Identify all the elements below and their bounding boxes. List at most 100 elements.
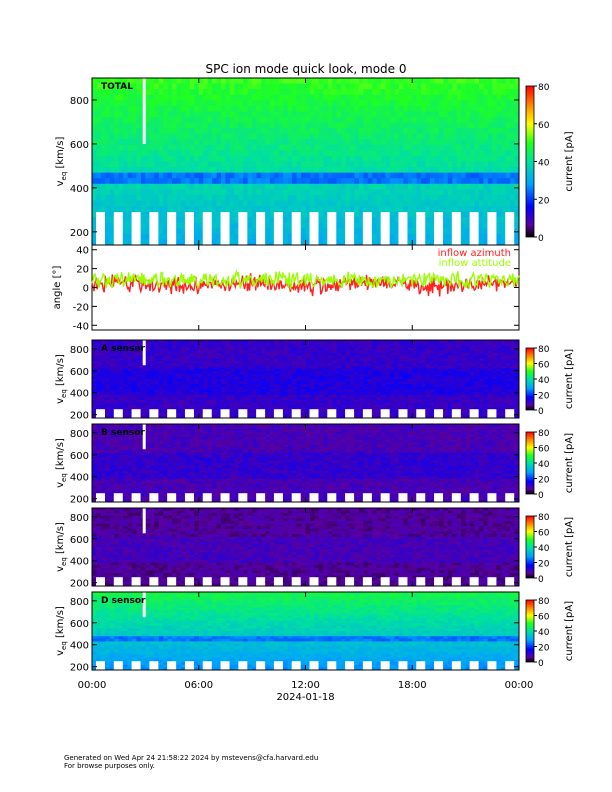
colorbar-label: current [pA] (564, 349, 575, 409)
colorbar-tick-label: 60 (538, 529, 550, 539)
colorbar-tick-label: 40 (538, 544, 550, 554)
legend-entry: inflow attitude (439, 258, 511, 269)
y-tick-label: 40 (76, 246, 89, 257)
y-tick-label: 600 (70, 367, 89, 378)
colorbar-tick-label: 60 (538, 613, 550, 623)
colorbar-tick-label: 60 (538, 445, 550, 455)
colorbar-tick-label: 0 (538, 407, 544, 417)
x-tick-label: 06:00 (184, 680, 213, 691)
scan-gaps (96, 493, 515, 502)
y-tick-label: 800 (70, 96, 89, 107)
y-tick-label: 600 (70, 451, 89, 462)
y-tick-label: 200 (70, 495, 89, 506)
data-dropout (142, 78, 146, 144)
y-tick-label: -40 (73, 321, 89, 332)
y-tick-label: 800 (70, 345, 89, 356)
y-tick-label: 200 (70, 228, 89, 239)
colorbar-tick-label: 20 (538, 644, 550, 654)
data-dropout (142, 592, 146, 618)
scan-gaps (96, 409, 515, 418)
colorbar-label: current [pA] (564, 601, 575, 661)
colorbar-tick-label: 20 (538, 560, 550, 570)
colorbar-tick-label: 40 (538, 460, 550, 470)
y-tick-label: 400 (70, 184, 89, 195)
colorbar-tick-label: 0 (538, 659, 544, 669)
colorbar-tick-label: 20 (538, 196, 550, 206)
x-tick-label: 00:00 (78, 680, 107, 691)
y-axis-label: veq [km/s] (55, 522, 68, 572)
data-dropout (142, 340, 146, 366)
y-tick-label: 200 (70, 411, 89, 422)
colorbar-tick-label: 20 (538, 392, 550, 402)
heatmap-cells (92, 424, 520, 503)
colorbar-tick-label: 0 (538, 491, 544, 501)
figure-title: SPC ion mode quick look, mode 0 (206, 62, 407, 76)
colorbar-tick-label: 20 (538, 476, 550, 486)
x-tick-label: 12:00 (291, 680, 320, 691)
y-tick-label: 400 (70, 641, 89, 652)
y-axis-label: veq [km/s] (55, 354, 68, 404)
colorbar-label: current [pA] (564, 517, 575, 577)
heatmap-cells (92, 340, 520, 419)
colorbar-tick-label: 80 (538, 429, 550, 439)
legend-entry: inflow azimuth (438, 248, 511, 259)
data-dropout (142, 508, 146, 534)
y-tick-label: 400 (70, 557, 89, 568)
colorbar (525, 347, 535, 411)
y-tick-label: 200 (70, 663, 89, 674)
y-tick-label: 20 (76, 265, 89, 276)
scan-gaps (96, 212, 515, 245)
colorbar-tick-label: 80 (538, 513, 550, 523)
colorbar (525, 515, 535, 579)
colorbar-tick-label: 60 (538, 121, 550, 131)
y-axis-label: veq [km/s] (55, 438, 68, 488)
colorbar-tick-label: 80 (538, 345, 550, 355)
colorbar-tick-label: 0 (538, 575, 544, 585)
panel-total: 200 400 600 800 veq [km/s] TOTAL 0 20 40 60 80 curr… (55, 77, 575, 246)
colorbar-tick-label: 40 (538, 159, 550, 169)
y-tick-label: 600 (70, 140, 89, 151)
scan-gaps (96, 577, 515, 586)
x-tick-label: 18:00 (398, 680, 427, 691)
footer-note: For browse purposes only. (64, 762, 155, 770)
y-tick-label: 0 (83, 284, 89, 295)
y-tick-label: -20 (73, 302, 89, 313)
y-tick-label: 400 (70, 389, 89, 400)
heatmap-cells (92, 508, 520, 587)
scan-gaps (96, 661, 515, 670)
x-axis-date: 2024-01-18 (276, 692, 334, 703)
y-tick-label: 600 (70, 535, 89, 546)
colorbar-tick-label: 40 (538, 628, 550, 638)
y-tick-label: 800 (70, 513, 89, 524)
colorbar (525, 599, 535, 663)
colorbar-tick-label: 80 (538, 597, 550, 607)
y-tick-label: 400 (70, 473, 89, 484)
y-tick-label: 200 (70, 579, 89, 590)
data-dropout (142, 424, 146, 450)
x-tick-label: 00:00 (505, 680, 534, 691)
heatmap-cells (92, 592, 520, 671)
panel-label: A sensor (101, 344, 146, 354)
panel-label: TOTAL (101, 82, 133, 92)
panel-label: B sensor (101, 428, 145, 438)
y-tick-label: 600 (70, 619, 89, 630)
footer: Generated on Wed Apr 24 21:58:22 2024 by… (64, 754, 318, 770)
y-tick-label: 800 (70, 597, 89, 608)
colorbar-tick-label: 80 (538, 83, 550, 93)
colorbar-tick-label: 0 (538, 234, 544, 244)
colorbar (525, 85, 535, 238)
x-axis: 00:00 06:00 12:00 18:00 00:00 2024-01-18 (78, 680, 534, 703)
colorbar (525, 431, 535, 495)
footer-generated: Generated on Wed Apr 24 21:58:22 2024 by… (64, 754, 319, 762)
colorbar-tick-label: 40 (538, 376, 550, 386)
y-tick-label: 800 (70, 429, 89, 440)
y-axis-label: angle [°] (52, 266, 63, 310)
colorbar-label: current [pA] (564, 433, 575, 493)
y-axis-label: veq [km/s] (55, 606, 68, 656)
